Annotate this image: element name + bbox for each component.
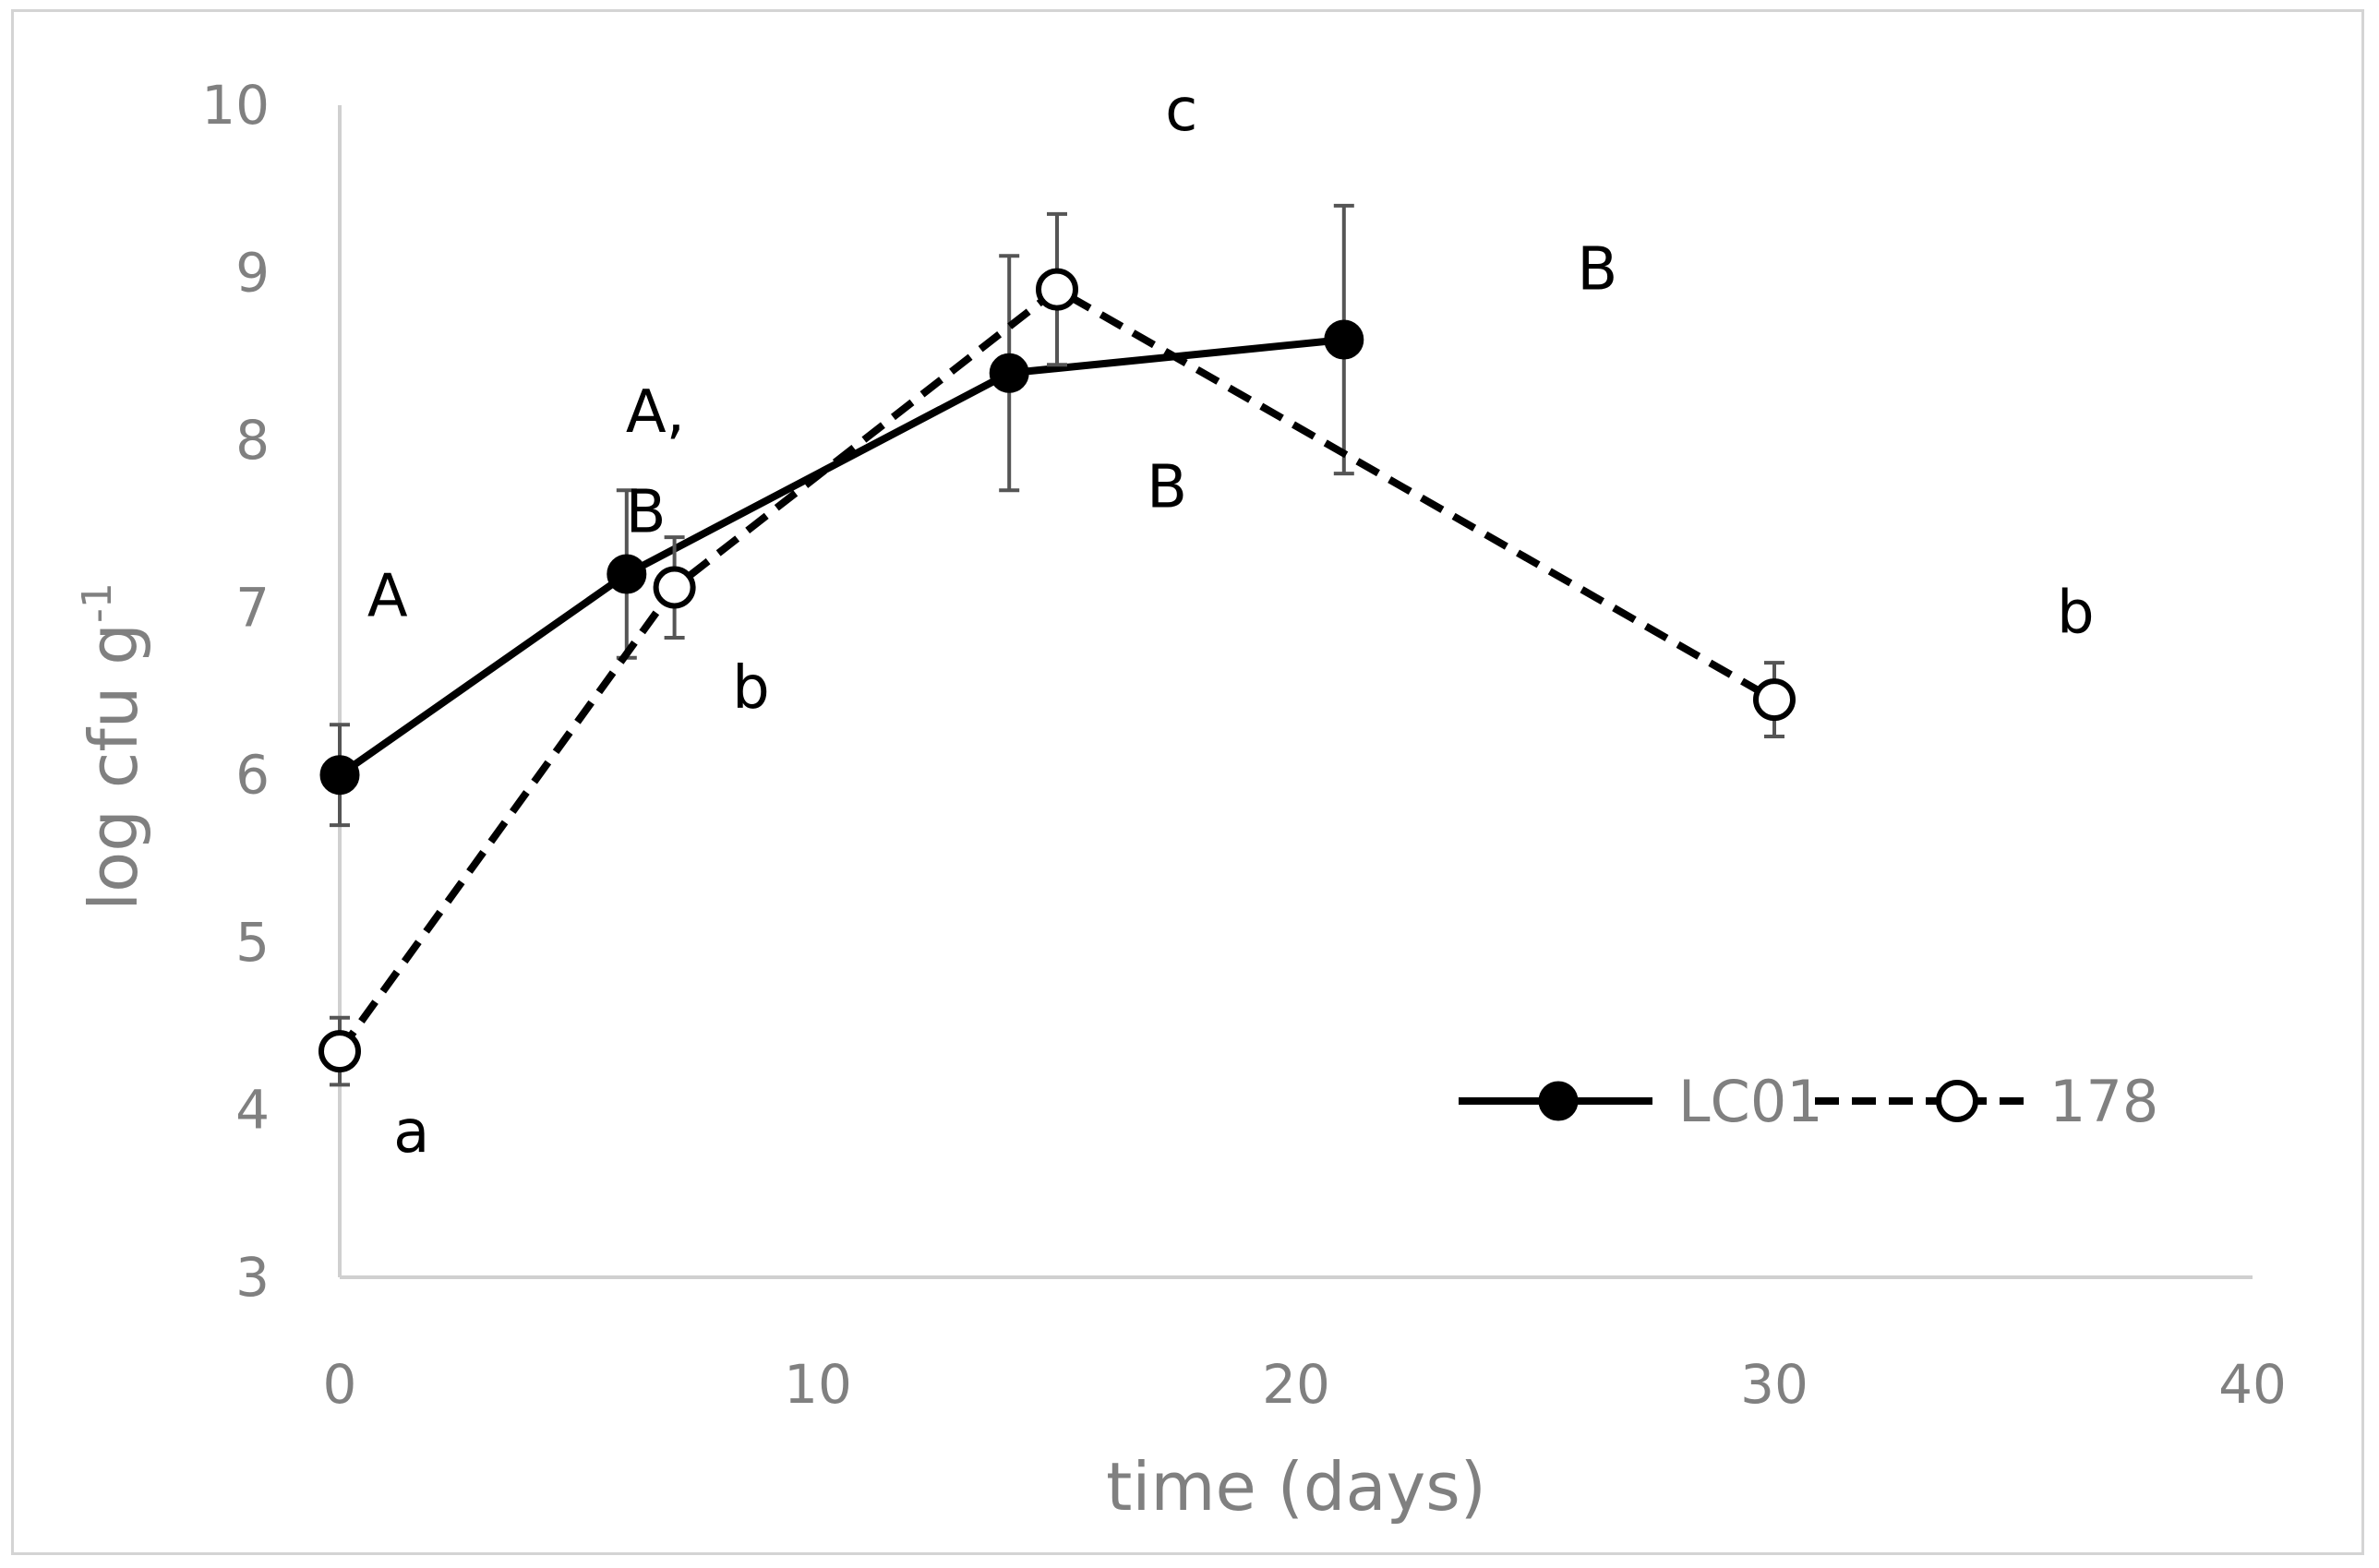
y-tick-label: 6 bbox=[235, 744, 270, 807]
annotation-letter: A, bbox=[626, 378, 685, 447]
annotation-letter: A bbox=[367, 562, 408, 630]
y-tick-label: 5 bbox=[235, 911, 270, 974]
annotation-letter: b bbox=[2057, 580, 2095, 648]
axes: 3 4 5 6 7 8 9 10 0 10 20 30 40 bbox=[201, 74, 2287, 1416]
y-axis-title: log cfu g-1 bbox=[74, 582, 152, 911]
annotation-letter: b bbox=[732, 654, 770, 723]
data-point bbox=[318, 1030, 361, 1073]
y-tick-label: 7 bbox=[235, 576, 270, 639]
series-line bbox=[336, 285, 1776, 1054]
x-tick-label: 0 bbox=[323, 1353, 357, 1416]
annotation-letter: B bbox=[1577, 236, 1617, 305]
x-tick-label: 10 bbox=[784, 1353, 852, 1416]
annotation-letter: c bbox=[1165, 77, 1197, 145]
x-tick-label: 30 bbox=[1740, 1353, 1808, 1416]
y-tick-label: 9 bbox=[235, 241, 270, 304]
y-tick-label: 4 bbox=[235, 1079, 270, 1142]
annotation-letter: a bbox=[393, 1098, 429, 1167]
annotation-layer: A A, Bb c B Bb a bbox=[367, 77, 2095, 1167]
y-axis-title-main: log cfu g bbox=[75, 623, 152, 911]
annotation-letter: B bbox=[1147, 453, 1187, 521]
legend-label-LC01: LC01 bbox=[1678, 1068, 1823, 1135]
data-point bbox=[319, 755, 360, 796]
series-LC01 bbox=[319, 203, 1364, 828]
legend-marker-178 bbox=[1936, 1080, 1978, 1122]
data-point bbox=[607, 554, 647, 594]
legend-label-178: 178 bbox=[2049, 1068, 2158, 1135]
y-axis-title-superscript: -1 bbox=[74, 582, 121, 623]
x-axis-title: time (days) bbox=[1106, 1448, 1486, 1526]
annotation-letter: B bbox=[626, 479, 667, 547]
chart-frame bbox=[11, 9, 2364, 1555]
legend-marker-LC01 bbox=[1538, 1081, 1579, 1121]
data-point bbox=[1753, 678, 1796, 722]
x-tick-label: 20 bbox=[1262, 1353, 1330, 1416]
series-line bbox=[337, 336, 1345, 778]
series-layer bbox=[318, 203, 1796, 1087]
x-tick-label: 40 bbox=[2218, 1353, 2287, 1416]
legend: LC01 178 bbox=[1459, 1068, 2158, 1135]
data-point bbox=[653, 566, 696, 609]
data-point bbox=[989, 353, 1029, 393]
y-tick-label: 8 bbox=[235, 409, 270, 472]
y-tick-label: 3 bbox=[235, 1246, 270, 1309]
y-tick-label: 10 bbox=[201, 74, 270, 137]
data-point bbox=[1036, 268, 1078, 311]
data-point bbox=[1324, 319, 1364, 360]
series-178 bbox=[318, 211, 1796, 1087]
